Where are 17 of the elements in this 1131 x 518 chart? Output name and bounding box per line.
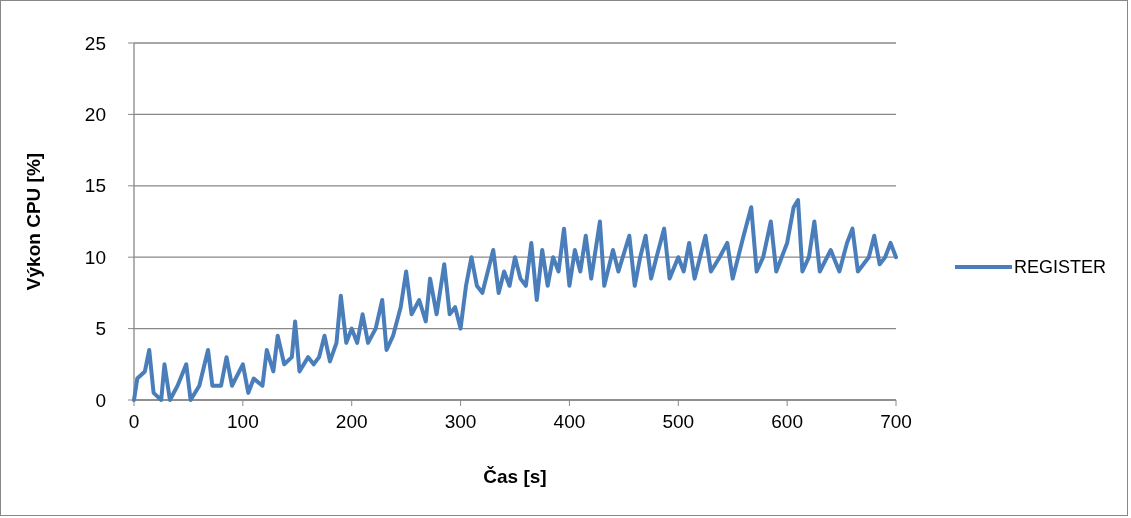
- y-tick-label: 5: [95, 318, 106, 340]
- y-tick-label: 15: [84, 175, 106, 197]
- x-tick-label: 100: [227, 411, 259, 432]
- x-tick-label: 600: [771, 411, 803, 432]
- legend-label: REGISTER: [1014, 257, 1107, 278]
- x-tick-label: 400: [553, 411, 586, 432]
- x-axis-title: Čas [s]: [483, 466, 547, 487]
- x-tick-label: 300: [444, 411, 477, 432]
- y-tick-label: 0: [95, 389, 106, 411]
- x-tick-label: 200: [335, 411, 368, 432]
- y-tick-label: 25: [84, 32, 106, 54]
- x-tick-label: 700: [880, 411, 912, 432]
- y-tick-label: 20: [84, 104, 106, 126]
- y-tick-label: 10: [84, 246, 106, 268]
- x-tick-label: 0: [128, 411, 140, 432]
- y-axis-title: Výkon CPU [%]: [23, 152, 44, 291]
- x-tick-label: 500: [662, 411, 695, 432]
